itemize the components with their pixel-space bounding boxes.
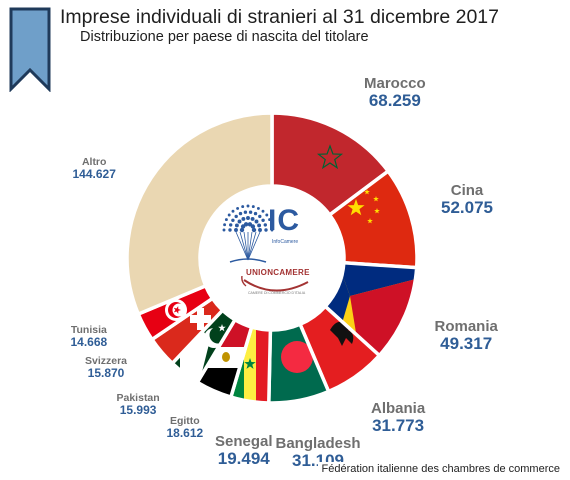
label-altro: Altro 144.627 bbox=[72, 156, 116, 182]
label-name: Egitto bbox=[169, 415, 200, 427]
label-value: 15.870 bbox=[87, 366, 125, 381]
label-value: 15.993 bbox=[119, 403, 157, 418]
label-marocco: Marocco 68.259 bbox=[364, 76, 426, 110]
unioncamere-logo-text: UNIONCAMERE bbox=[246, 268, 310, 277]
label-name: Altro bbox=[81, 156, 107, 168]
bookmark-icon bbox=[9, 7, 51, 92]
label-name: Bangladesh bbox=[275, 435, 361, 452]
label-value: 52.075 bbox=[441, 197, 493, 217]
label-value: 19.494 bbox=[217, 448, 270, 468]
label-value: 14.668 bbox=[70, 335, 108, 350]
page-subtitle: Distribuzione per paese di nascita del t… bbox=[80, 29, 369, 45]
label-svizzera: Svizzera 15.870 bbox=[85, 355, 128, 381]
unioncamere-swoosh-icon bbox=[241, 276, 309, 292]
infocamere-logo-icon bbox=[222, 204, 274, 263]
label-name: Svizzera bbox=[85, 355, 128, 367]
infocamere-logo-text: IC bbox=[268, 204, 300, 237]
infocamere-logo-subtext: InfoCamere bbox=[272, 239, 299, 245]
label-value: 49.317 bbox=[440, 333, 493, 353]
label-name: Albania bbox=[371, 400, 426, 417]
label-value: 31.773 bbox=[372, 415, 425, 435]
label-romania: Romania 49.317 bbox=[435, 319, 498, 353]
center-logo: IC InfoCamere UNIONCAMERE CAMERE DI COMM… bbox=[208, 196, 336, 316]
source-credit: Fédération italienne des chambres de com… bbox=[317, 462, 564, 476]
label-egitto: Egitto 18.612 bbox=[166, 415, 204, 441]
label-value: 144.627 bbox=[72, 167, 116, 182]
label-pakistan: Pakistan 15.993 bbox=[116, 392, 160, 418]
label-name: Senegal bbox=[215, 433, 273, 450]
label-albania: Albania 31.773 bbox=[371, 401, 425, 435]
label-name: Romania bbox=[434, 318, 498, 335]
donut-hole bbox=[200, 186, 344, 330]
label-value: 18.612 bbox=[166, 426, 204, 441]
label-value: 68.259 bbox=[368, 90, 421, 110]
page-title: Imprese individuali di stranieri al 31 d… bbox=[60, 6, 499, 28]
label-tunisia: Tunisia 14.668 bbox=[70, 324, 108, 350]
label-name: Cina bbox=[450, 182, 484, 199]
label-senegal: Senegal 19.494 bbox=[215, 434, 273, 468]
label-cina: Cina 52.075 bbox=[441, 183, 493, 217]
unioncamere-logo-subtext: CAMERE DI COMMERCIO D'ITALIA bbox=[248, 291, 306, 295]
label-name: Marocco bbox=[364, 75, 426, 92]
label-name: Pakistan bbox=[116, 392, 160, 404]
label-name: Tunisia bbox=[70, 324, 107, 336]
